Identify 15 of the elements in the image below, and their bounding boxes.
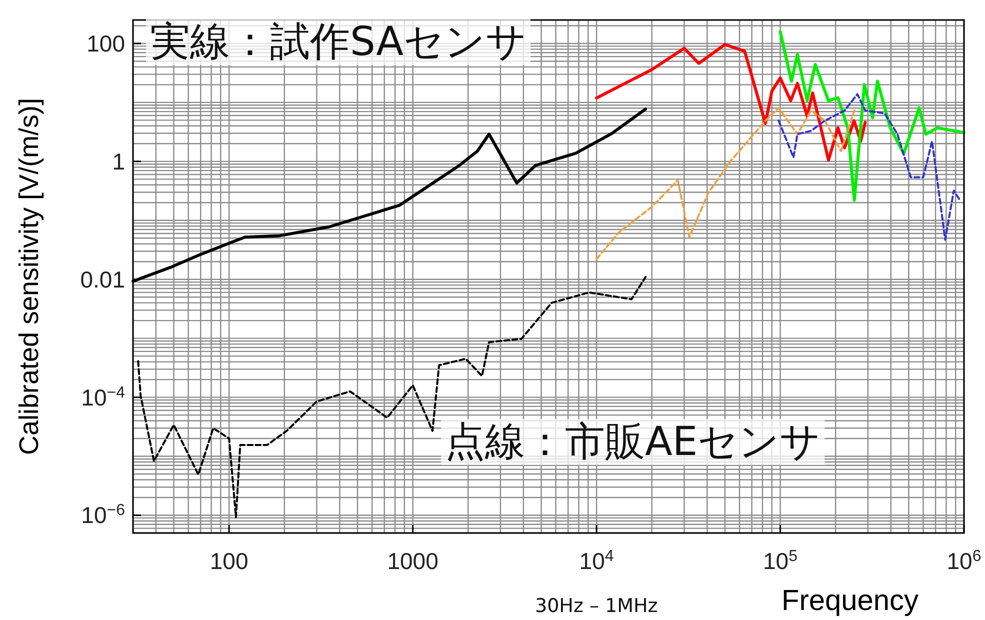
y-tick-label: 1 xyxy=(112,148,125,174)
x-tick-label: 10$^{6}$ xyxy=(946,548,982,574)
annotation: 点線：市販AEセンサ xyxy=(445,419,821,465)
annotation: 実線：試作SAセンサ xyxy=(150,19,526,65)
x-tick-label: 1000 xyxy=(387,548,438,574)
y-tick-label: 0.01 xyxy=(80,266,125,292)
y-axis-title: Calibrated sensitivity [V/(m/s)] xyxy=(14,98,44,456)
x-tick-label: 10$^{4}$ xyxy=(579,548,614,574)
x-axis-title: Frequency xyxy=(781,585,920,617)
x-tick-label: 100 xyxy=(210,548,248,574)
y-tick-label: 10$^{−6}$ xyxy=(81,502,126,528)
y-tick-label: 10$^{−4}$ xyxy=(81,384,126,410)
text: 30Hz – 1MHz xyxy=(535,595,658,617)
x-tick-label: 10$^{5}$ xyxy=(763,548,798,574)
y-tick-label: 100 xyxy=(86,30,125,56)
